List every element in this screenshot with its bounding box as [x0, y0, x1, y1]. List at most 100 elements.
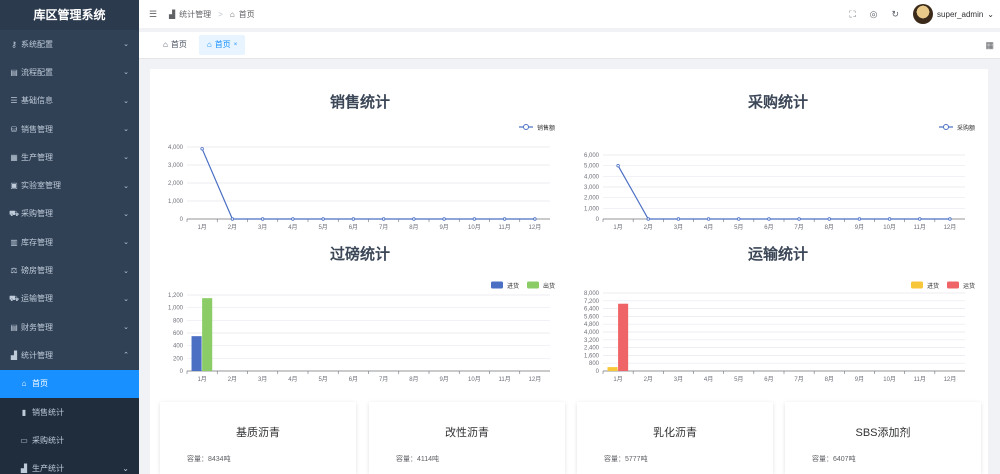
y-tick-label: 5,000: [584, 164, 600, 170]
sidebar-subitem-0[interactable]: ⌂ 首页: [0, 369, 139, 398]
data-point: [200, 147, 204, 151]
x-tick-label: 2月: [228, 376, 237, 383]
data-point: [260, 217, 265, 221]
chevron-down-icon: ⌄: [123, 126, 129, 134]
x-tick-label: 2月: [228, 224, 237, 231]
stock-card: 基质沥青 容量：8434吨: [160, 402, 356, 474]
monitor-icon: ▭: [20, 435, 28, 445]
sidebar-item-6[interactable]: ⛟ 采购管理 ⌄: [0, 200, 139, 228]
y-tick-label: 6,000: [584, 153, 600, 159]
tag-label: 首页: [170, 40, 187, 49]
scale-icon: ⚖: [10, 266, 18, 276]
username[interactable]: super_admin: [937, 9, 984, 19]
tag-label: 首页: [214, 40, 231, 49]
legend-marker: [943, 124, 949, 130]
data-point: [887, 217, 892, 221]
data-point: [646, 217, 650, 221]
fullscreen-icon[interactable]: ⛶: [849, 8, 856, 19]
sidebar-item-0[interactable]: ⚷ 系统配置 ⌄: [0, 30, 139, 58]
sidebar-subitem-3[interactable]: ▟ 生产统计 ⌄: [0, 454, 139, 474]
list-icon: ☰: [10, 96, 18, 106]
theme-icon[interactable]: ◎: [869, 8, 878, 19]
y-tick-label: 0: [180, 369, 184, 375]
y-tick-label: 4,000: [584, 330, 600, 336]
sidebar-item-2[interactable]: ☰ 基础信息 ⌄: [0, 87, 139, 115]
chevron-down-icon: ⌄: [122, 464, 129, 474]
charts-canvas: 0 1,000 2,000 3,000 4,000 1月 2月 3月 4月 5月 6月 7月 8月 9月 1…: [168, 124, 975, 383]
sidebar-subitem-label: 生产统计: [32, 464, 64, 474]
x-tick-label: 2月: [644, 224, 653, 231]
bar-chart-icon: ▟: [169, 9, 176, 19]
x-tick-label: 8月: [409, 376, 418, 383]
sidebar-item-label: 运输管理: [21, 294, 53, 304]
sidebar-item-4[interactable]: ▦ 生产管理 ⌄: [0, 143, 139, 171]
chevron-down-icon[interactable]: ⌄: [987, 9, 994, 19]
data-point: [442, 217, 446, 221]
legend-swatch: [911, 281, 923, 289]
sidebar-item-10[interactable]: ▤ 财务管理 ⌄: [0, 313, 139, 341]
truck-icon: ⛟: [9, 293, 20, 303]
home-icon: ⌂: [229, 9, 235, 19]
y-tick-label: 3,200: [584, 338, 600, 344]
breadcrumb-item-stats[interactable]: 统计管理: [179, 9, 212, 19]
x-tick-label: 10月: [883, 376, 896, 383]
sidebar-item-9[interactable]: ⛟ 运输管理 ⌄: [0, 285, 139, 313]
tag-home[interactable]: ⌂ 首页: [155, 35, 195, 55]
x-tick-label: 4月: [704, 376, 713, 383]
refresh-icon[interactable]: ↻: [891, 8, 900, 19]
sidebar-item-1[interactable]: ▤ 流程配置 ⌄: [0, 58, 139, 86]
home-icon: ⌂: [206, 40, 212, 49]
chevron-down-icon: ⌄: [123, 295, 129, 303]
tag-home-active[interactable]: ⌂ 首页 ×: [198, 35, 246, 55]
sidebar-item-8[interactable]: ⚖ 磅房管理 ⌄: [0, 256, 139, 284]
sidebar-item-5[interactable]: ▣ 实验室管理 ⌄: [0, 171, 139, 199]
x-tick-label: 11月: [914, 224, 926, 231]
x-tick-label: 7月: [379, 224, 388, 231]
y-tick-label: 0: [596, 217, 600, 223]
sidebar-item-label: 系统配置: [21, 39, 53, 49]
breadcrumb-item-home: 首页: [238, 9, 255, 19]
stock-card: SBS添加剂 容量：6407吨: [785, 402, 981, 474]
chevron-up-icon: ⌃: [123, 352, 129, 360]
sidebar-subitem-1[interactable]: ▮ 销售统计: [0, 397, 139, 427]
data-point: [857, 217, 862, 221]
sidebar-subitem-label: 销售统计: [32, 407, 64, 417]
x-tick-label: 11月: [499, 224, 511, 231]
x-tick-label: 9月: [855, 376, 864, 383]
card-capacity: 容量：5777吨: [604, 456, 648, 463]
sidebar-subitem-2[interactable]: ▭ 采购统计: [0, 426, 139, 455]
bar: [607, 367, 618, 371]
data-point: [533, 217, 537, 221]
close-icon[interactable]: ×: [233, 42, 238, 48]
bar: [618, 303, 629, 371]
data-point: [948, 217, 952, 221]
app-logo-title: 库区管理系统: [0, 0, 139, 30]
y-tick-label: 4,800: [584, 322, 600, 328]
user-dropdown[interactable]: super_admin ⌄: [913, 4, 994, 24]
avatar[interactable]: [913, 4, 934, 24]
data-point: [737, 217, 741, 221]
hamburger-icon[interactable]: ☰: [149, 8, 158, 19]
sidebar-item-11[interactable]: ▟ 统计管理 ⌃: [0, 341, 139, 369]
legend-label: 销售额: [537, 124, 555, 132]
sidebar: 库区管理系统 ⚷ 系统配置 ⌄ ▤ 流程配置 ⌄ ☰ 基础信息 ⌄ ⛁ 销售管理 ⌄ ▦ 生产管理 ⌄ ▣ 实验…: [0, 0, 139, 474]
shopping-icon: ⛟: [9, 208, 20, 218]
card-title: SBS添加剂: [855, 427, 911, 439]
x-tick-label: 2月: [644, 376, 653, 383]
y-tick-label: 1,000: [168, 199, 184, 205]
sidebar-item-label: 统计管理: [21, 350, 53, 360]
grid-icon[interactable]: ▦: [985, 39, 994, 50]
sidebar-item-3[interactable]: ⛁ 销售管理 ⌄: [0, 115, 139, 143]
x-tick-label: 3月: [674, 224, 683, 231]
x-tick-label: 7月: [794, 376, 803, 383]
y-tick-label: 400: [173, 344, 184, 350]
home-icon: ⌂: [163, 40, 168, 49]
x-tick-label: 12月: [944, 376, 957, 383]
data-point: [230, 217, 235, 221]
y-tick-label: 0: [180, 217, 184, 223]
sidebar-item-7[interactable]: ▥ 库存管理 ⌄: [0, 228, 139, 256]
x-tick-label: 5月: [734, 376, 743, 383]
card-capacity: 容量：6407吨: [812, 456, 856, 463]
x-tick-label: 1月: [197, 224, 206, 231]
data-point: [918, 217, 922, 221]
